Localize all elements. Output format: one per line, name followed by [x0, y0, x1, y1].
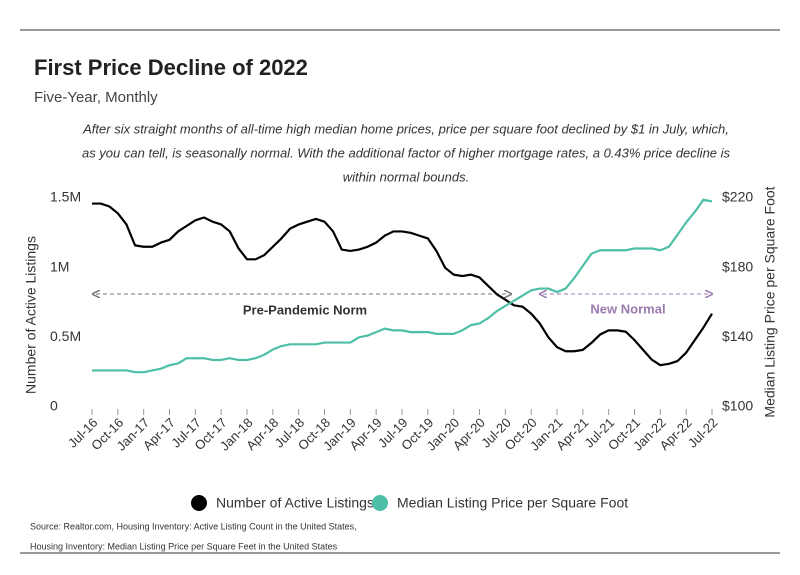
legend-label: Median Listing Price per Square Foot [397, 495, 628, 511]
y-tick-label: 0 [50, 398, 58, 414]
source-line: Source: Realtor.com, Housing Inventory: … [30, 521, 357, 531]
x-tick-label: Jul-22 [685, 415, 721, 451]
y-axis-title: Number of Active Listings [23, 236, 39, 394]
chart-subtitle: Five-Year, Monthly [34, 89, 158, 106]
note-line: After six straight months of all-time hi… [82, 121, 729, 136]
y-tick-label: 1.5M [50, 189, 81, 205]
annotation-label: Pre-Pandemic Norm [243, 302, 367, 317]
note-line: as you can tell, is seasonally normal. W… [82, 145, 731, 160]
chart-title: First Price Decline of 2022 [34, 55, 308, 80]
y-tick-label: 0.5M [50, 328, 81, 344]
y2-axis-title: Median Listing Price per Square Foot [762, 186, 778, 417]
y2-tick-label: $220 [722, 189, 753, 205]
legend-label: Number of Active Listings [216, 495, 374, 511]
annotation-label: New Normal [590, 301, 665, 316]
source-line: Housing Inventory: Median Listing Price … [30, 541, 338, 551]
series-line [92, 198, 713, 374]
y2-tick-label: $140 [722, 328, 753, 344]
series-line [92, 202, 713, 367]
y2-tick-label: $100 [722, 398, 753, 414]
legend-marker [372, 495, 388, 511]
y2-tick-label: $180 [722, 258, 753, 274]
legend-marker [191, 495, 207, 511]
y-tick-label: 1M [50, 258, 69, 274]
note-line: within normal bounds. [343, 169, 469, 184]
